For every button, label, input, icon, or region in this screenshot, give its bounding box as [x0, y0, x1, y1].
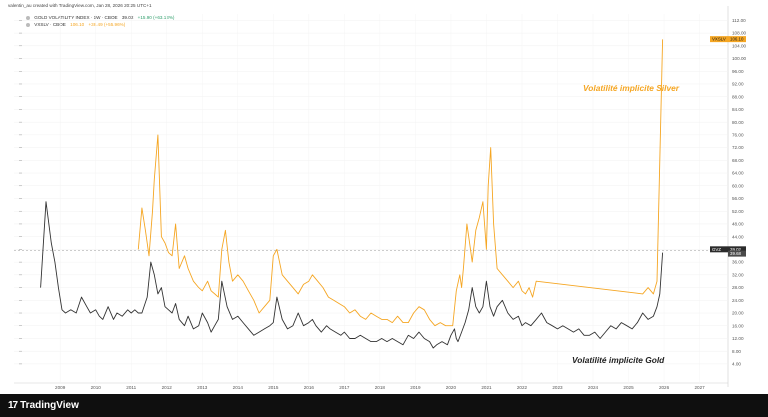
y-tick-label: 20.00 [732, 311, 744, 316]
y-tick-label: 60.00 [732, 183, 744, 188]
legend-gold-change: +15.90 (+63.13%) [137, 15, 175, 20]
time-axis[interactable]: 2009 2010 2011 2012 2013 2014 2015 2016 2017 2018… [55, 385, 705, 390]
badge-value: 106.10 [730, 37, 744, 42]
tradingview-logo-icon: 17 [8, 400, 18, 411]
y-tick-label: 28.00 [732, 285, 744, 290]
series-line-gold [40, 201, 664, 349]
x-tick-label: 2016 [304, 385, 315, 390]
y-tick-label: 56.00 [732, 196, 744, 201]
y-tick-label: 8.00 [732, 349, 741, 354]
y-tick-label: 92.00 [732, 82, 744, 87]
x-tick-label: 2010 [91, 385, 102, 390]
legend-silver[interactable]: VXSLV · CBOE 106.10 +38.49 (+55.96%) [26, 22, 128, 27]
y-tick-label: 100.00 [732, 56, 746, 61]
x-tick-label: 2021 [481, 385, 492, 390]
tradingview-logo[interactable]: 17 TradingView [8, 400, 79, 411]
y-tick-label: 68.00 [732, 158, 744, 163]
legend-silver-value: 106.10 [70, 22, 85, 27]
y-tick-label: 104.00 [732, 43, 746, 48]
x-tick-label: 2019 [410, 385, 421, 390]
legend-silver-change: +38.49 (+55.96%) [88, 22, 126, 27]
x-tick-label: 2025 [623, 385, 634, 390]
x-tick-label: 2013 [197, 385, 208, 390]
badge-crosshair [728, 250, 746, 257]
badge-value: 39.68 [730, 251, 742, 256]
y-tick-label: 76.00 [732, 132, 744, 137]
x-tick-label: 2011 [126, 385, 136, 390]
grid [14, 6, 729, 387]
badge-value: 39.02 [730, 247, 742, 252]
badge-gold [710, 246, 746, 253]
y-tick-label: 32.00 [732, 272, 744, 277]
y-tick-label: 108.00 [732, 31, 746, 36]
chart-header-text: valentin_au created with TradingView.com… [8, 3, 152, 8]
y-tick-label: 24.00 [732, 298, 744, 303]
y-tick-label: 36.00 [732, 260, 744, 265]
x-tick-label: 2023 [552, 385, 563, 390]
volatility-chart[interactable]: 4.00 8.00 12.00 16.00 20.00 24.00 28.00 32.00 36… [0, 0, 768, 394]
series-line-silver [137, 39, 664, 327]
x-tick-label: 2024 [588, 385, 599, 390]
y-tick-label: 44.00 [732, 234, 744, 239]
legend-gold[interactable]: GOLD VOLATILITY INDEX · 1W · CBOE 39.02 … [26, 15, 177, 20]
badge-symbol: GVZ [712, 247, 721, 252]
legend-silver-symbol: VXSLV · CBOE [34, 22, 66, 27]
x-tick-label: 2009 [55, 385, 66, 390]
x-tick-label: 2027 [694, 385, 705, 390]
x-tick-label: 2017 [339, 385, 350, 390]
x-tick-label: 2020 [446, 385, 457, 390]
x-tick-label: 2012 [162, 385, 173, 390]
legend-gold-dot-icon [26, 15, 30, 20]
y-tick-label: 64.00 [732, 171, 744, 176]
legend-silver-dot-icon [26, 22, 30, 27]
right-price-axis[interactable]: 4.00 8.00 12.00 16.00 20.00 24.00 28.00 32.00 36… [732, 18, 746, 367]
tradingview-brand: TradingView [20, 400, 79, 411]
y-tick-label: 72.00 [732, 145, 744, 150]
y-tick-label: 52.00 [732, 209, 744, 214]
y-tick-label: 84.00 [732, 107, 744, 112]
x-tick-label: 2022 [517, 385, 528, 390]
x-tick-label: 2018 [375, 385, 386, 390]
y-tick-label: 96.00 [732, 69, 744, 74]
y-tick-label: 88.00 [732, 94, 744, 99]
y-tick-label: 48.00 [732, 222, 744, 227]
footer-bar: 17 TradingView [0, 394, 768, 417]
badge-symbol: VXSLV [712, 37, 726, 42]
y-tick-label: 80.00 [732, 120, 744, 125]
annotation-gold: Volatilité implicite Gold [572, 355, 665, 365]
annotation-silver: Volatilité implicite Silver [583, 83, 680, 93]
badge-silver [710, 36, 746, 43]
legend-gold-name: GOLD VOLATILITY INDEX · 1W · CBOE [34, 15, 118, 20]
y-tick-label: 16.00 [732, 323, 744, 328]
y-tick-label: 4.00 [732, 362, 741, 367]
x-tick-label: 2026 [659, 385, 670, 390]
series-layer [40, 39, 664, 349]
x-tick-label: 2014 [233, 385, 244, 390]
x-tick-label: 2015 [268, 385, 279, 390]
y-tick-label: 112.00 [732, 18, 746, 23]
y-tick-label: 12.00 [732, 336, 744, 341]
legend-gold-value: 39.02 [121, 15, 134, 20]
left-axis-ticks [19, 20, 22, 365]
